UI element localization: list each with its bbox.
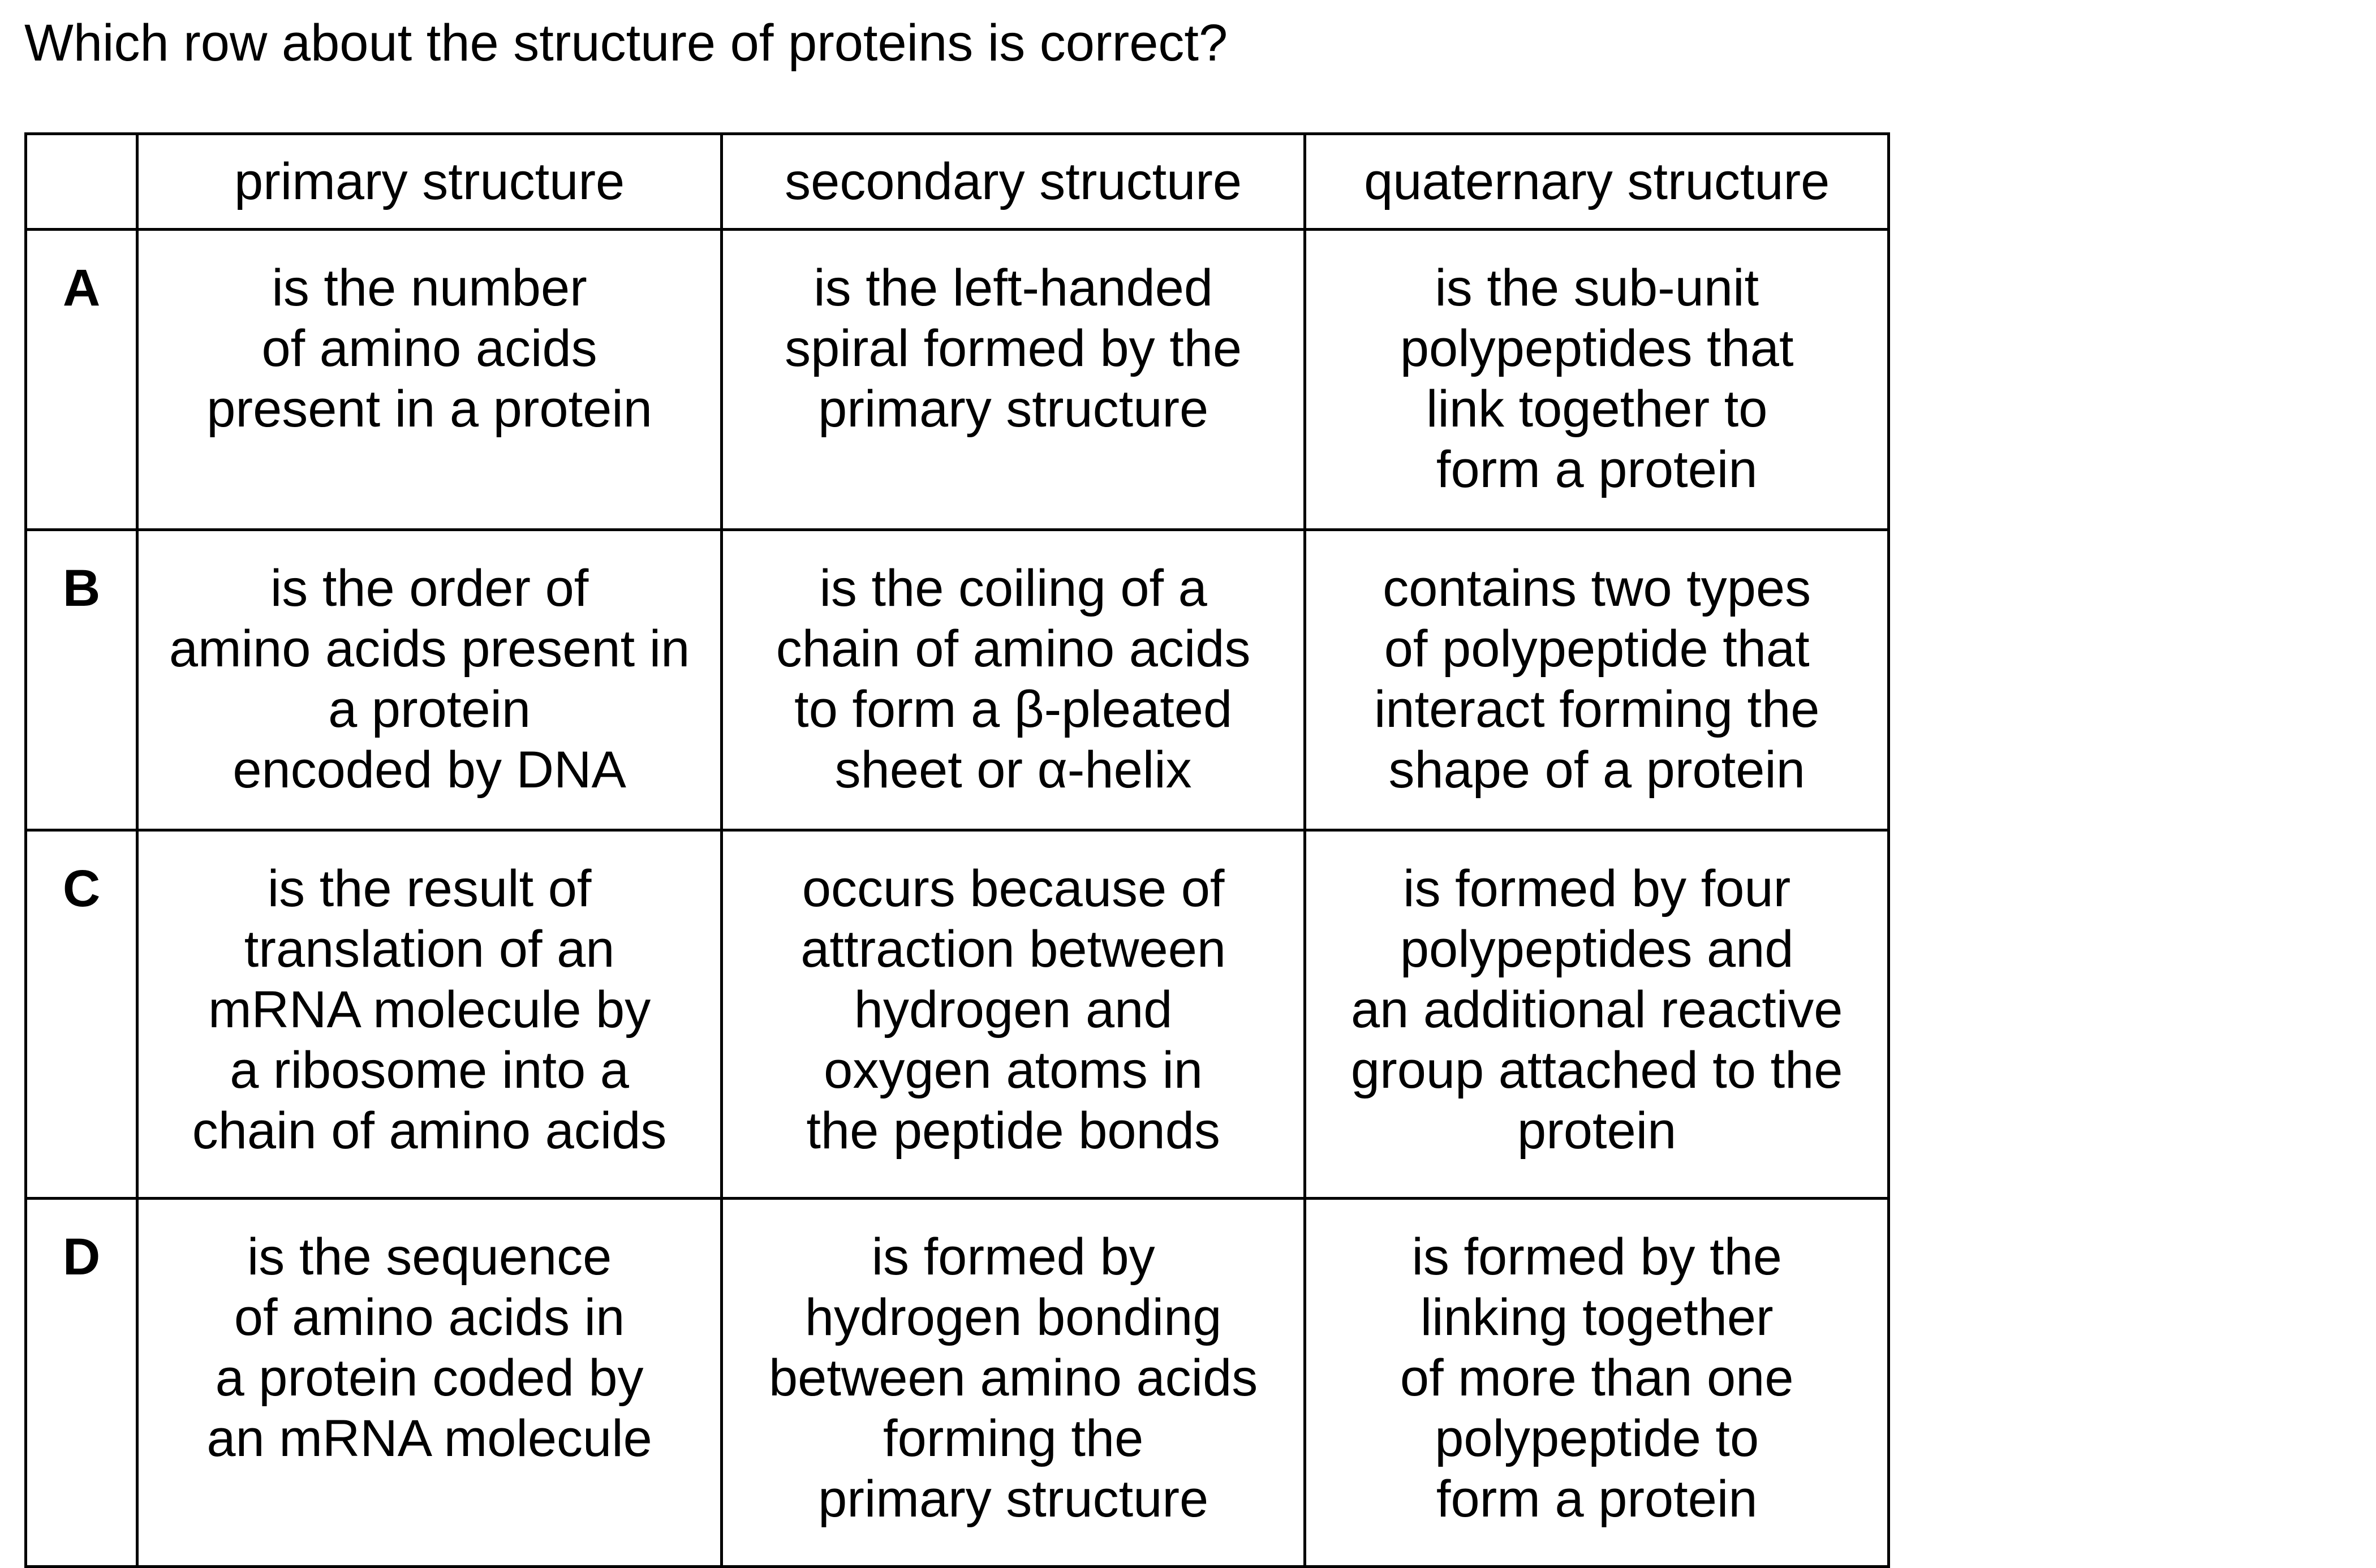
quaternary-cell: is the sub-unit polypeptides that link t…: [1303, 228, 1890, 531]
table-row-b: B is the order of amino acids present in…: [24, 528, 1890, 832]
answer-table: primary structure secondary structure qu…: [24, 132, 1890, 1568]
question-text: Which row about the structure of protein…: [24, 14, 1228, 72]
primary-cell: is the number of amino acids present in …: [136, 228, 723, 531]
quaternary-cell: is formed by four polypeptides and an ad…: [1303, 829, 1890, 1200]
table-row-a: A is the number of amino acids present i…: [24, 228, 1890, 531]
header-secondary-structure: secondary structure: [720, 132, 1307, 231]
table-row-d: D is the sequence of amino acids in a pr…: [24, 1197, 1890, 1568]
secondary-cell: is the coiling of a chain of amino acids…: [720, 528, 1307, 832]
row-letter: A: [62, 259, 101, 317]
header-primary-structure: primary structure: [136, 132, 723, 231]
secondary-cell: is the left-handed spiral formed by the …: [720, 228, 1307, 531]
primary-cell: is the result of translation of an mRNA …: [136, 829, 723, 1200]
secondary-cell: occurs because of attraction between hyd…: [720, 829, 1307, 1200]
row-letter-cell: B: [24, 528, 139, 832]
row-letter-cell: A: [24, 228, 139, 531]
primary-cell: is the sequence of amino acids in a prot…: [136, 1197, 723, 1568]
row-letter: B: [62, 559, 101, 617]
row-letter-cell: D: [24, 1197, 139, 1568]
primary-cell: is the order of amino acids present in a…: [136, 528, 723, 832]
table-header-row: primary structure secondary structure qu…: [24, 132, 1890, 231]
row-letter: D: [62, 1228, 101, 1286]
header-cell-empty: [24, 132, 139, 231]
quaternary-cell: is formed by the linking together of mor…: [1303, 1197, 1890, 1568]
secondary-cell: is formed by hydrogen bonding between am…: [720, 1197, 1307, 1568]
row-letter: C: [62, 860, 101, 917]
header-quaternary-structure: quaternary structure: [1303, 132, 1890, 231]
row-letter-cell: C: [24, 829, 139, 1200]
quaternary-cell: contains two types of polypeptide that i…: [1303, 528, 1890, 832]
table-row-c: C is the result of translation of an mRN…: [24, 829, 1890, 1200]
